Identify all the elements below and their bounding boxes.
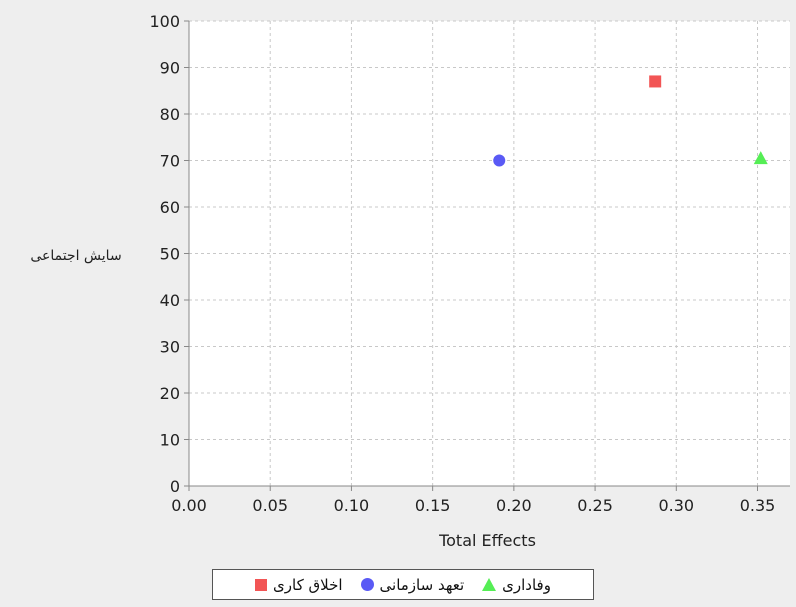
y-tick-label: 80 bbox=[160, 105, 180, 124]
y-tick-label: 40 bbox=[160, 291, 180, 310]
y-tick-label: 20 bbox=[160, 384, 180, 403]
y-tick-label: 10 bbox=[160, 431, 180, 450]
y-axis-label: سایش اجتماعی bbox=[30, 248, 121, 264]
square-marker-icon bbox=[255, 578, 268, 591]
x-tick-label: 0.20 bbox=[496, 496, 532, 515]
legend-label-3: اخلاق کاری bbox=[273, 575, 343, 594]
x-tick-label: 0.15 bbox=[415, 496, 451, 515]
legend-label-1: وفاداری bbox=[502, 575, 551, 594]
ticks-layer: 0 10 20 30 40 50 60 70 80 90 100 0.00 0.05 0.10 0.15 0.… bbox=[149, 12, 775, 515]
grid-layer bbox=[189, 20, 790, 486]
legend-item-3: اخلاق کاری bbox=[255, 576, 343, 594]
x-tick-label: 0.10 bbox=[334, 496, 370, 515]
data-point-triangle bbox=[753, 151, 768, 165]
data-point-circle bbox=[493, 154, 506, 167]
legend: وفاداری تعهد سازمانی اخلاق کاری bbox=[212, 569, 594, 600]
x-axis-label: Total Effects bbox=[438, 531, 536, 550]
y-tick-label: 30 bbox=[160, 338, 180, 357]
legend-item-1: وفاداری bbox=[482, 576, 551, 594]
x-tick-label: 0.05 bbox=[252, 496, 288, 515]
x-tick-label: 0.35 bbox=[740, 496, 776, 515]
legend-item-2: تعهد سازمانی bbox=[360, 575, 465, 594]
y-tick-label: 70 bbox=[160, 152, 180, 171]
x-tick-label: 0.25 bbox=[577, 496, 613, 515]
legend-label-2: تعهد سازمانی bbox=[379, 575, 465, 594]
circle-marker-icon bbox=[360, 578, 374, 591]
y-tick-label: 90 bbox=[160, 59, 180, 78]
triangle-marker-icon bbox=[482, 578, 497, 591]
y-tick-label: 0 bbox=[170, 477, 180, 496]
y-tick-label: 60 bbox=[160, 198, 180, 217]
x-tick-label: 0.30 bbox=[658, 496, 694, 515]
y-tick-label: 50 bbox=[160, 245, 180, 264]
points-layer bbox=[493, 75, 768, 167]
x-tick-label: 0.00 bbox=[171, 496, 207, 515]
data-point-square bbox=[649, 75, 662, 88]
y-tick-label: 100 bbox=[149, 12, 180, 31]
